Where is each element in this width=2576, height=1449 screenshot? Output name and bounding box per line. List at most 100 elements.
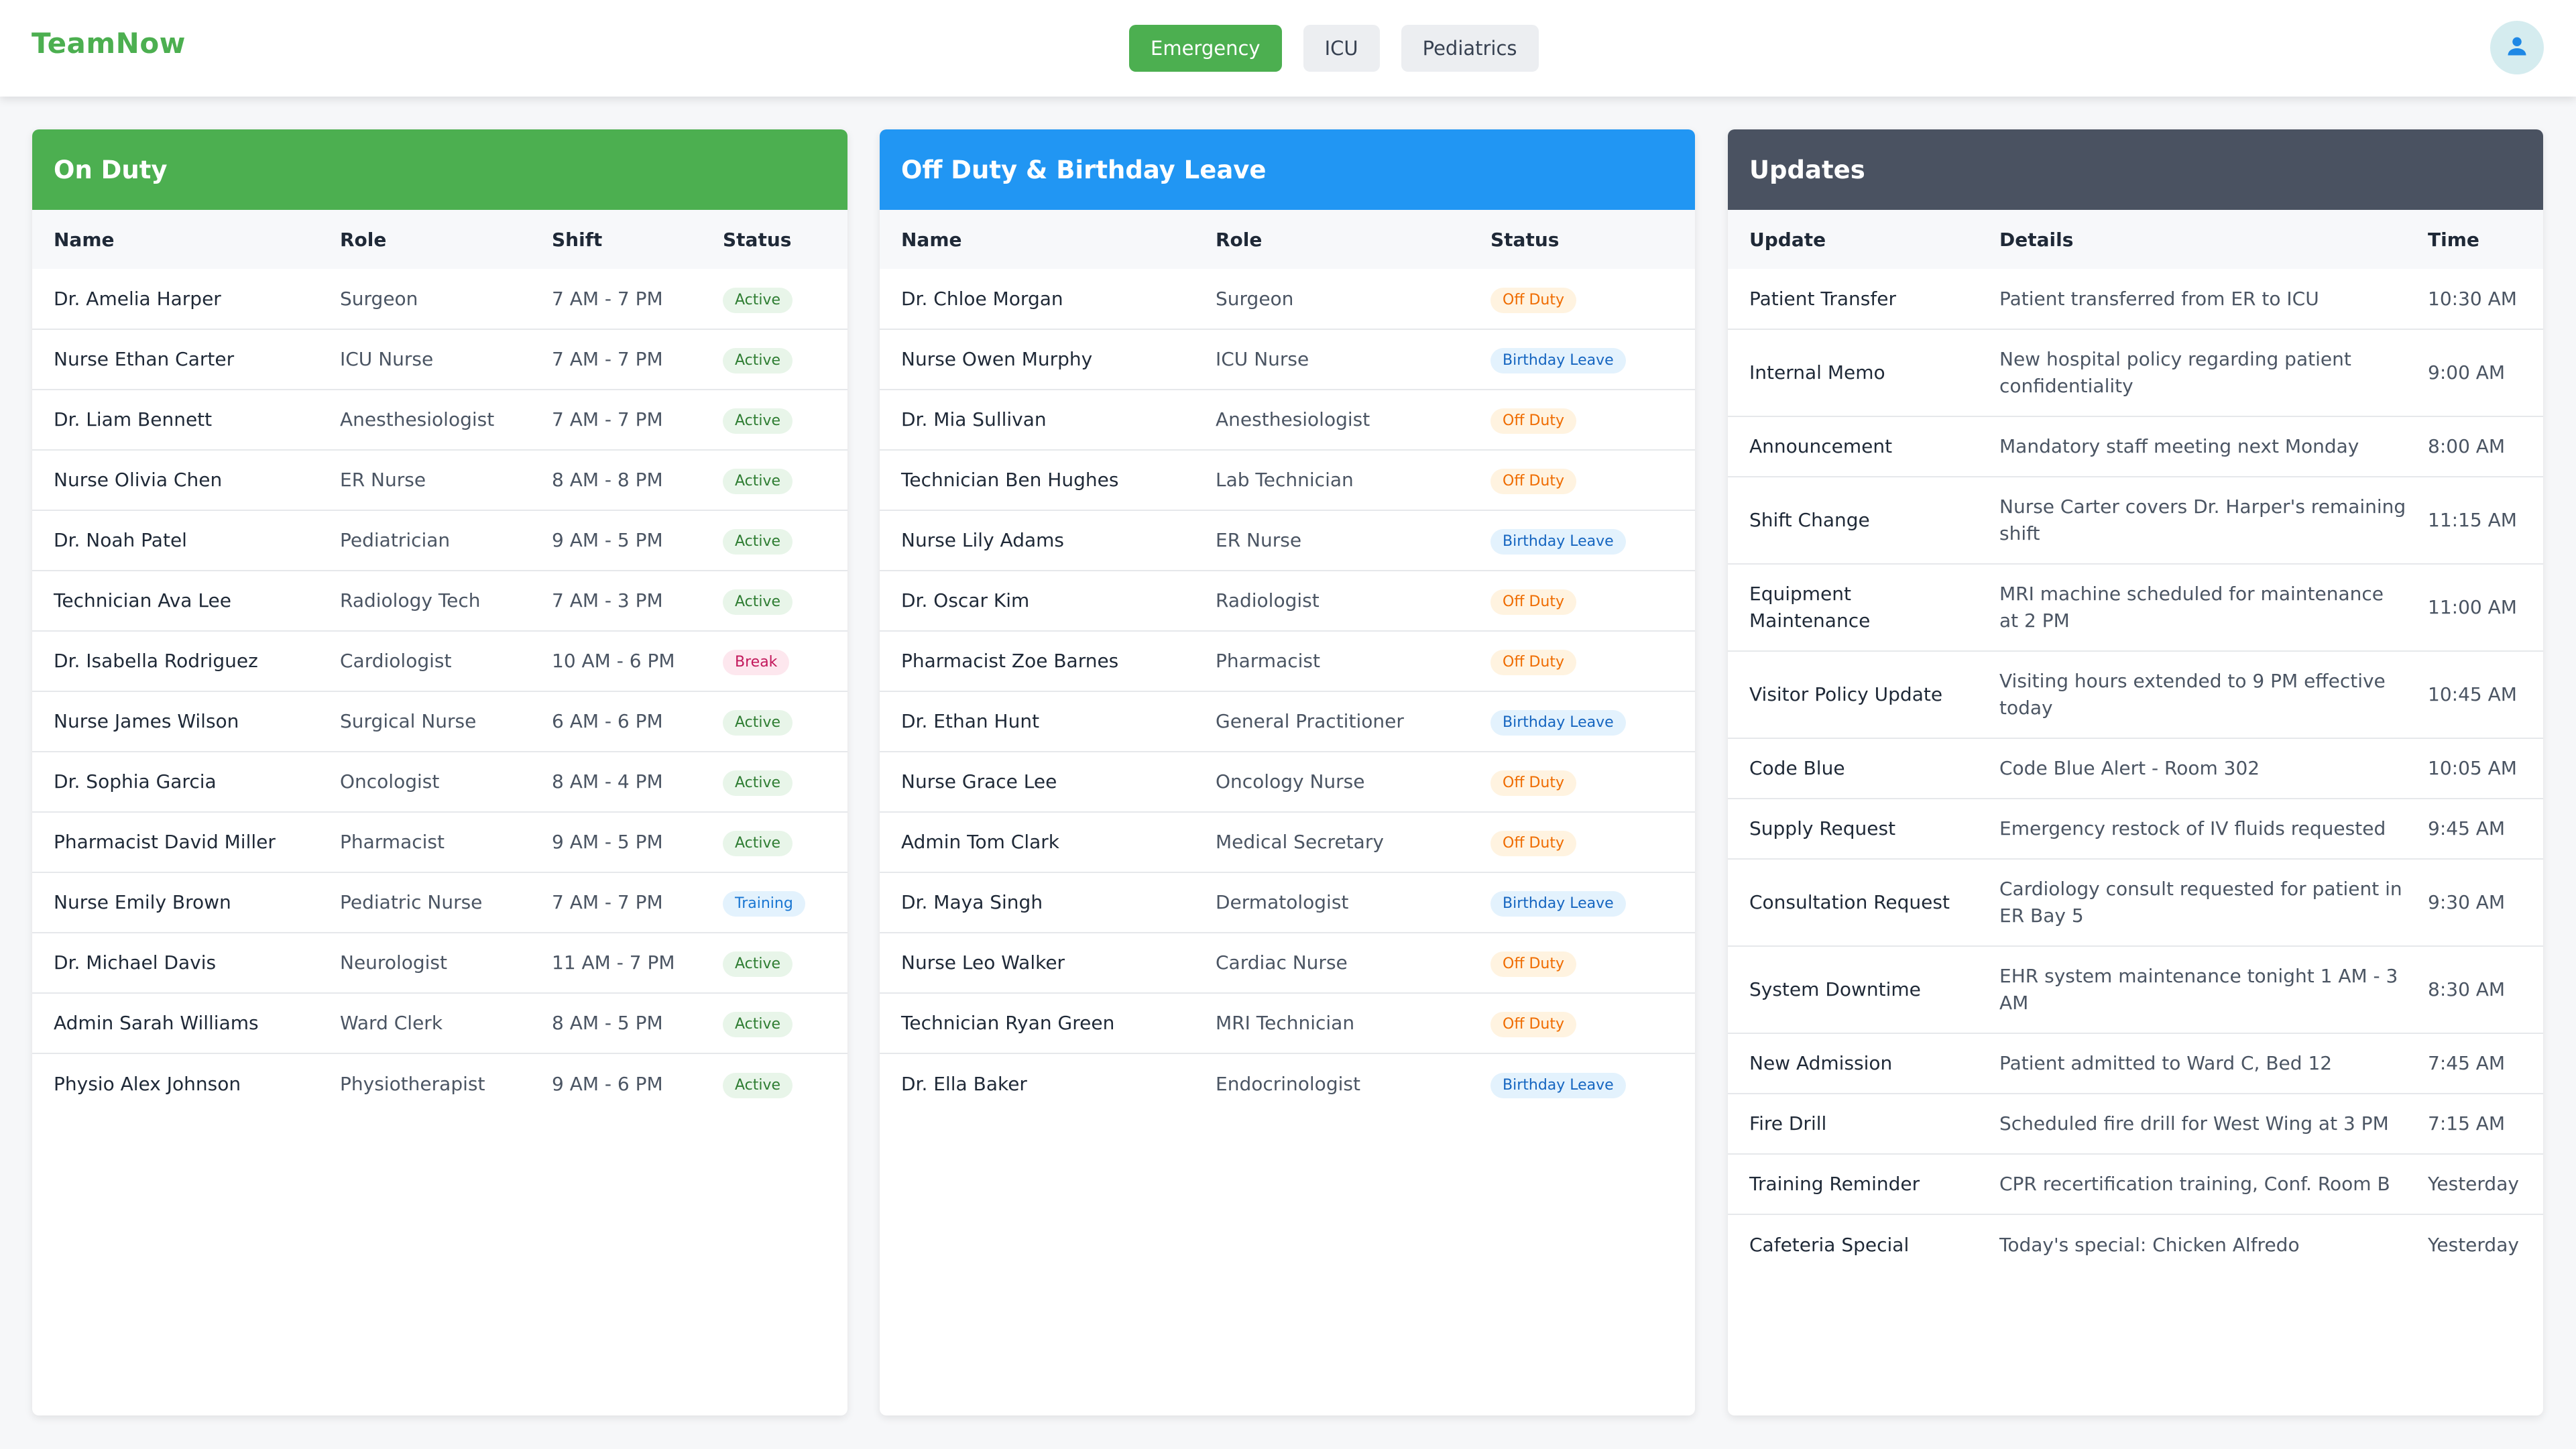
table-row[interactable]: Announcement Mandatory staff meeting next… bbox=[1728, 416, 2543, 477]
status-badge: Off Duty bbox=[1490, 589, 1576, 615]
on-duty-table: Name Role Shift Status Dr. Amelia Harper… bbox=[32, 210, 847, 1114]
status-cell: Off Duty bbox=[1469, 811, 1695, 872]
update-time: 8:30 AM bbox=[2406, 945, 2543, 1033]
staff-name: Pharmacist Zoe Barnes bbox=[880, 630, 1194, 691]
table-row[interactable]: Dr. Sophia Garcia Oncologist 8 AM - 4 PM Ac… bbox=[32, 751, 847, 812]
update-title: Supply Request bbox=[1728, 798, 1978, 859]
status-cell: Off Duty bbox=[1469, 269, 1695, 329]
staff-shift: 9 AM - 5 PM bbox=[530, 811, 701, 872]
staff-shift: 7 AM - 3 PM bbox=[530, 570, 701, 631]
table-row[interactable]: Nurse James Wilson Surgical Nurse 6 AM - 6… bbox=[32, 691, 847, 752]
table-row[interactable]: Patient Transfer Patient transferred from… bbox=[1728, 269, 2543, 329]
table-row[interactable]: Dr. Maya Singh Dermatologist Birthday Leav… bbox=[880, 872, 1695, 933]
table-row[interactable]: Dr. Ella Baker Endocrinologist Birthday Le… bbox=[880, 1053, 1695, 1114]
tab-emergency[interactable]: Emergency bbox=[1129, 25, 1282, 72]
table-row[interactable]: Physio Alex Johnson Physiotherapist 9 AM -… bbox=[32, 1053, 847, 1114]
user-avatar-button[interactable] bbox=[2490, 21, 2544, 74]
on-duty-title: On Duty bbox=[32, 129, 847, 210]
table-row[interactable]: Dr. Liam Bennett Anesthesiologist 7 AM - 7… bbox=[32, 389, 847, 450]
update-title: Patient Transfer bbox=[1749, 287, 1896, 310]
staff-role: Pharmacist bbox=[1194, 630, 1469, 691]
column-header-update[interactable]: Update bbox=[1749, 228, 1826, 251]
staff-name: Nurse Leo Walker bbox=[880, 932, 1194, 993]
table-row[interactable]: Dr. Ethan Hunt General Practitioner Birthd… bbox=[880, 691, 1695, 752]
status-badge: Training bbox=[723, 891, 805, 917]
column-header-name[interactable]: Name bbox=[901, 228, 962, 251]
update-time: 11:00 AM bbox=[2406, 563, 2543, 651]
staff-shift: 7 AM - 7 PM bbox=[530, 389, 701, 450]
table-row[interactable]: Equipment Maintenance MRI machine schedul… bbox=[1728, 563, 2543, 651]
update-title: System Downtime bbox=[1728, 945, 1978, 1033]
table-row[interactable]: Cafeteria Special Today's special: Chicke… bbox=[1728, 1214, 2543, 1275]
tab-icu[interactable]: ICU bbox=[1303, 25, 1380, 72]
column-header-name[interactable]: Name bbox=[54, 228, 115, 251]
update-title: Equipment Maintenance bbox=[1728, 563, 1978, 651]
status-badge: Off Duty bbox=[1490, 650, 1576, 675]
table-row[interactable]: Technician Ava Lee Radiology Tech 7 AM - 3… bbox=[32, 570, 847, 631]
column-header-status[interactable]: Status bbox=[1490, 228, 1560, 251]
update-details: Nurse Carter covers Dr. Harper's remaini… bbox=[1978, 476, 2406, 564]
table-row[interactable]: Fire Drill Scheduled fire drill for West … bbox=[1728, 1093, 2543, 1154]
table-row[interactable]: Dr. Oscar Kim Radiologist Off Duty bbox=[880, 570, 1695, 631]
update-time: Yesterday bbox=[2406, 1153, 2543, 1214]
status-cell: Training bbox=[701, 872, 847, 933]
table-row[interactable]: Dr. Noah Patel Pediatrician 9 AM - 5 PM Act… bbox=[32, 510, 847, 571]
staff-role: Pediatrician bbox=[318, 510, 530, 571]
staff-name: Dr. Ethan Hunt bbox=[880, 691, 1194, 752]
staff-role: Surgeon bbox=[340, 287, 418, 310]
table-row[interactable]: Nurse Grace Lee Oncology Nurse Off Duty bbox=[880, 751, 1695, 812]
table-row[interactable]: Dr. Amelia Harper Surgeon 7 AM - 7 PM Activ… bbox=[32, 269, 847, 329]
table-row[interactable]: Supply Request Emergency restock of IV fl… bbox=[1728, 798, 2543, 859]
tab-pediatrics[interactable]: Pediatrics bbox=[1401, 25, 1539, 72]
table-row[interactable]: Nurse Lily Adams ER Nurse Birthday Leave bbox=[880, 510, 1695, 571]
column-header-details[interactable]: Details bbox=[1999, 228, 2074, 251]
status-cell: Active bbox=[701, 389, 847, 450]
table-row[interactable]: Visitor Policy Update Visiting hours exte… bbox=[1728, 650, 2543, 738]
table-row[interactable]: Dr. Chloe Morgan Surgeon Off Duty bbox=[880, 269, 1695, 329]
table-row[interactable]: Nurse Emily Brown Pediatric Nurse 7 AM - 7… bbox=[32, 872, 847, 933]
table-row[interactable]: Dr. Mia Sullivan Anesthesiologist Off Duty bbox=[880, 389, 1695, 450]
table-row[interactable]: Pharmacist David Miller Pharmacist 9 AM - … bbox=[32, 811, 847, 872]
column-header-shift[interactable]: Shift bbox=[552, 228, 603, 251]
status-cell: Active bbox=[701, 751, 847, 812]
table-row[interactable]: Pharmacist Zoe Barnes Pharmacist Off Duty bbox=[880, 630, 1695, 691]
table-row[interactable]: Shift Change Nurse Carter covers Dr. Harp… bbox=[1728, 476, 2543, 564]
staff-name: Admin Tom Clark bbox=[880, 811, 1194, 872]
table-row[interactable]: Admin Tom Clark Medical Secretary Off Duty bbox=[880, 811, 1695, 872]
table-row[interactable]: Nurse Ethan Carter ICU Nurse 7 AM - 7 PM Ac… bbox=[32, 329, 847, 390]
staff-shift: 8 AM - 8 PM bbox=[530, 449, 701, 510]
table-row[interactable]: Admin Sarah Williams Ward Clerk 8 AM - 5 P… bbox=[32, 992, 847, 1053]
table-row[interactable]: Dr. Isabella Rodriguez Cardiologist 10 AM … bbox=[32, 630, 847, 691]
table-row[interactable]: Technician Ryan Green MRI Technician Off D… bbox=[880, 992, 1695, 1053]
update-details: Patient transferred from ER to ICU bbox=[1999, 287, 2319, 310]
staff-name: Dr. Maya Singh bbox=[880, 872, 1194, 933]
staff-shift: 8 AM - 4 PM bbox=[530, 751, 701, 812]
off-duty-table: Name Role Status Dr. Chloe Morgan Surgeon… bbox=[880, 210, 1695, 1114]
column-header-status[interactable]: Status bbox=[723, 228, 792, 251]
status-badge: Off Duty bbox=[1490, 1012, 1576, 1037]
update-title: Training Reminder bbox=[1728, 1153, 1978, 1214]
column-header-role[interactable]: Role bbox=[340, 228, 387, 251]
table-row[interactable]: Training Reminder CPR recertification tra… bbox=[1728, 1153, 2543, 1214]
update-details: EHR system maintenance tonight 1 AM - 3 … bbox=[1978, 945, 2406, 1033]
off-duty-panel: Off Duty & Birthday Leave Name Role Stat… bbox=[880, 129, 1695, 1415]
table-row[interactable]: System Downtime EHR system maintenance to… bbox=[1728, 945, 2543, 1033]
table-row[interactable]: Consultation Request Cardiology consult r… bbox=[1728, 858, 2543, 946]
table-row[interactable]: New Admission Patient admitted to Ward C,… bbox=[1728, 1033, 2543, 1094]
app-logo[interactable]: TeamNow bbox=[32, 27, 186, 60]
table-row[interactable]: Internal Memo New hospital policy regardi… bbox=[1728, 329, 2543, 416]
staff-role: ICU Nurse bbox=[318, 329, 530, 390]
table-row[interactable]: Nurse Olivia Chen ER Nurse 8 AM - 8 PM Acti… bbox=[32, 449, 847, 510]
table-row[interactable]: Dr. Michael Davis Neurologist 11 AM - 7 PM… bbox=[32, 932, 847, 993]
status-cell: Off Duty bbox=[1469, 389, 1695, 450]
table-row[interactable]: Code Blue Code Blue Alert - Room 302 10:05… bbox=[1728, 738, 2543, 799]
status-cell: Off Duty bbox=[1469, 751, 1695, 812]
table-row[interactable]: Nurse Leo Walker Cardiac Nurse Off Duty bbox=[880, 932, 1695, 993]
column-header-time[interactable]: Time bbox=[2428, 228, 2479, 251]
update-title: New Admission bbox=[1728, 1033, 1978, 1094]
staff-role: ICU Nurse bbox=[1194, 329, 1469, 390]
column-header-role[interactable]: Role bbox=[1216, 228, 1263, 251]
staff-name: Dr. Oscar Kim bbox=[880, 570, 1194, 631]
table-row[interactable]: Technician Ben Hughes Lab Technician Off D… bbox=[880, 449, 1695, 510]
table-row[interactable]: Nurse Owen Murphy ICU Nurse Birthday Leave bbox=[880, 329, 1695, 390]
